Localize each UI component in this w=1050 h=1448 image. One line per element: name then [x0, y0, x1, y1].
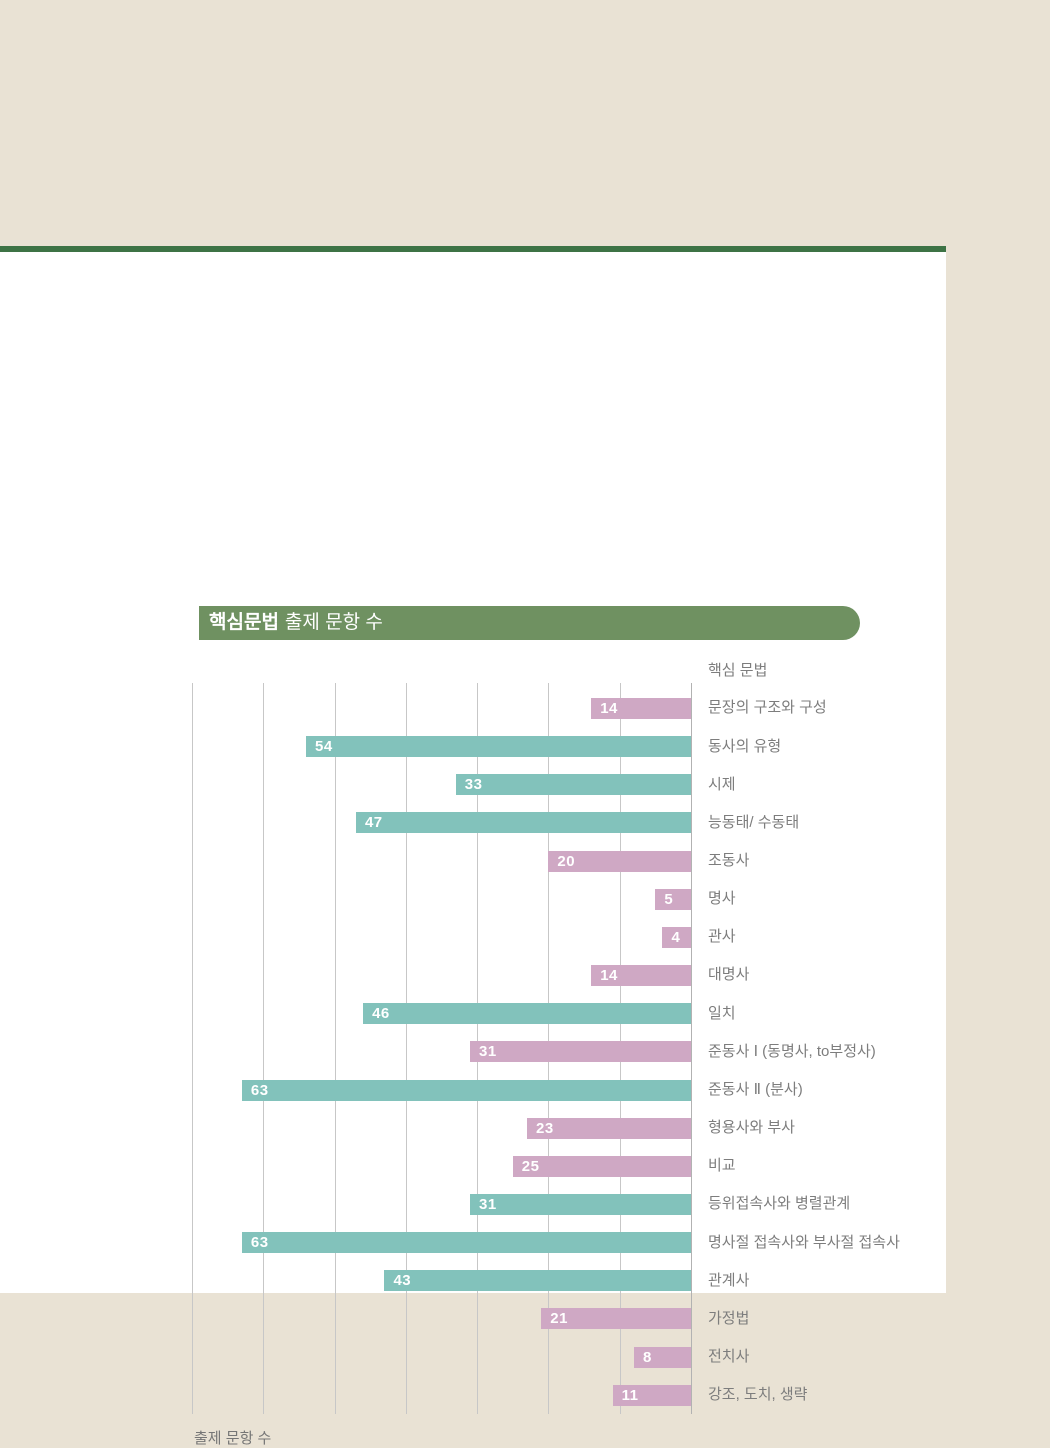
chart-row: 47 능동태/ 수동태: [0, 804, 1050, 842]
chart-row: 8 전치사: [0, 1338, 1050, 1376]
bar-value-label: 21: [550, 1310, 568, 1328]
bar-value-label: 47: [364, 814, 383, 832]
bar: 23: [527, 1117, 691, 1139]
category-label: 등위접속사와 병렬관계: [708, 1195, 851, 1213]
category-label: 일치: [708, 1004, 736, 1022]
bar-value-label: 46: [372, 1005, 390, 1023]
column-header: 핵심 문법: [708, 662, 768, 679]
category-label: 관계사: [708, 1271, 750, 1289]
bar: 31: [470, 1194, 691, 1216]
chart-row: 46 일치: [0, 995, 1050, 1033]
bar: 43: [384, 1270, 691, 1292]
category-label: 능동태/ 수동태: [708, 813, 800, 831]
chart-rows: 14 문장의 구조와 구성 54 동사의 유형 33 시제 47 능동태/ 수동태 20 조동사 5…: [0, 689, 1050, 1414]
x-axis-label: 출제 문항 수: [194, 1430, 272, 1447]
bar-value-label: 20: [557, 852, 576, 870]
bar-value-label: 5: [664, 890, 674, 908]
chart-title-rest: 출제 문항 수: [284, 612, 383, 633]
category-label: 가정법: [708, 1309, 750, 1327]
chart-row: 5 명사: [0, 880, 1050, 918]
chart-row: 20 조동사: [0, 842, 1050, 880]
category-label: 명사: [708, 890, 736, 908]
gridline: [334, 683, 336, 1414]
bar-value-label: 63: [250, 1081, 269, 1099]
chart-row: 4 관사: [0, 918, 1050, 956]
bar-value-label: 8: [642, 1348, 652, 1366]
gridline: [263, 683, 265, 1414]
chart-row: 63 명사절 접속사와 부사절 접속사: [0, 1224, 1050, 1262]
bar: 14: [591, 965, 691, 987]
bar-value-label: 23: [536, 1119, 554, 1137]
bar: 33: [455, 774, 691, 796]
bar: 54: [306, 736, 691, 758]
bar-value-label: 31: [479, 1043, 497, 1061]
chart-row: 63 준동사 Ⅱ (분사): [0, 1071, 1050, 1109]
bar: 47: [355, 812, 691, 834]
bar-value-label: 4: [671, 928, 681, 946]
category-label: 관사: [708, 928, 736, 946]
bar: 46: [363, 1003, 691, 1025]
bar-value-label: 31: [479, 1196, 497, 1214]
category-label: 조동사: [708, 852, 750, 870]
bar: 31: [470, 1041, 691, 1063]
chart-row: 43 관계사: [0, 1262, 1050, 1300]
top-rule: [0, 246, 946, 252]
bar: 5: [655, 888, 691, 910]
bar: 63: [241, 1232, 691, 1254]
bar: 14: [591, 697, 691, 719]
category-label: 준동사 Ⅱ (분사): [708, 1080, 803, 1098]
content-panel: 핵심문법 출제 문항 수 핵심 문법 14 문장의 구조와 구성 54 동사의 유형 33…: [0, 252, 946, 1447]
chart-row: 21 가정법: [0, 1300, 1050, 1338]
bar: 8: [633, 1346, 691, 1368]
bar-value-label: 33: [464, 776, 483, 794]
chart-row: 31 준동사 Ⅰ (동명사, to부정사): [0, 1033, 1050, 1071]
chart-row: 25 비교: [0, 1147, 1050, 1185]
gridline: [405, 683, 407, 1414]
chart-title-bold: 핵심문법: [209, 612, 279, 633]
chart-row: 54 동사의 유형: [0, 728, 1050, 766]
bar-value-label: 63: [250, 1234, 269, 1252]
category-label: 문장의 구조와 구성: [708, 699, 827, 717]
bar-value-label: 43: [393, 1272, 412, 1290]
bar-value-label: 25: [521, 1157, 540, 1175]
category-label: 준동사 Ⅰ (동명사, to부정사): [708, 1042, 876, 1060]
bar-value-label: 14: [600, 699, 618, 717]
category-label: 비교: [708, 1157, 736, 1175]
gridline: [192, 683, 193, 1414]
category-label: 동사의 유형: [708, 737, 782, 755]
chart-row: 33 시제: [0, 766, 1050, 804]
category-label: 강조, 도치, 생략: [708, 1386, 808, 1404]
chart-row: 14 문장의 구조와 구성: [0, 689, 1050, 727]
category-label: 대명사: [708, 966, 750, 984]
chart-row: 11 강조, 도치, 생략: [0, 1376, 1050, 1414]
bar-value-label: 14: [600, 967, 618, 985]
chart-row: 23 형용사와 부사: [0, 1109, 1050, 1147]
bar: 63: [241, 1079, 691, 1101]
bar: 25: [512, 1155, 691, 1177]
category-label: 명사절 접속사와 부사절 접속사: [708, 1233, 900, 1251]
chart-row: 31 등위접속사와 병렬관계: [0, 1185, 1050, 1223]
axis-line: [691, 683, 692, 1414]
category-label: 전치사: [708, 1348, 750, 1366]
bar-value-label: 11: [621, 1386, 639, 1404]
bar: 4: [662, 926, 691, 948]
bar: 11: [612, 1384, 691, 1406]
chart-row: 14 대명사: [0, 956, 1050, 994]
category-label: 시제: [708, 775, 736, 793]
bar: 20: [548, 850, 691, 872]
category-label: 형용사와 부사: [708, 1119, 795, 1137]
chart-title-bar: 핵심문법 출제 문항 수: [199, 606, 860, 640]
bar-value-label: 54: [315, 738, 333, 756]
bar: 21: [541, 1308, 691, 1330]
